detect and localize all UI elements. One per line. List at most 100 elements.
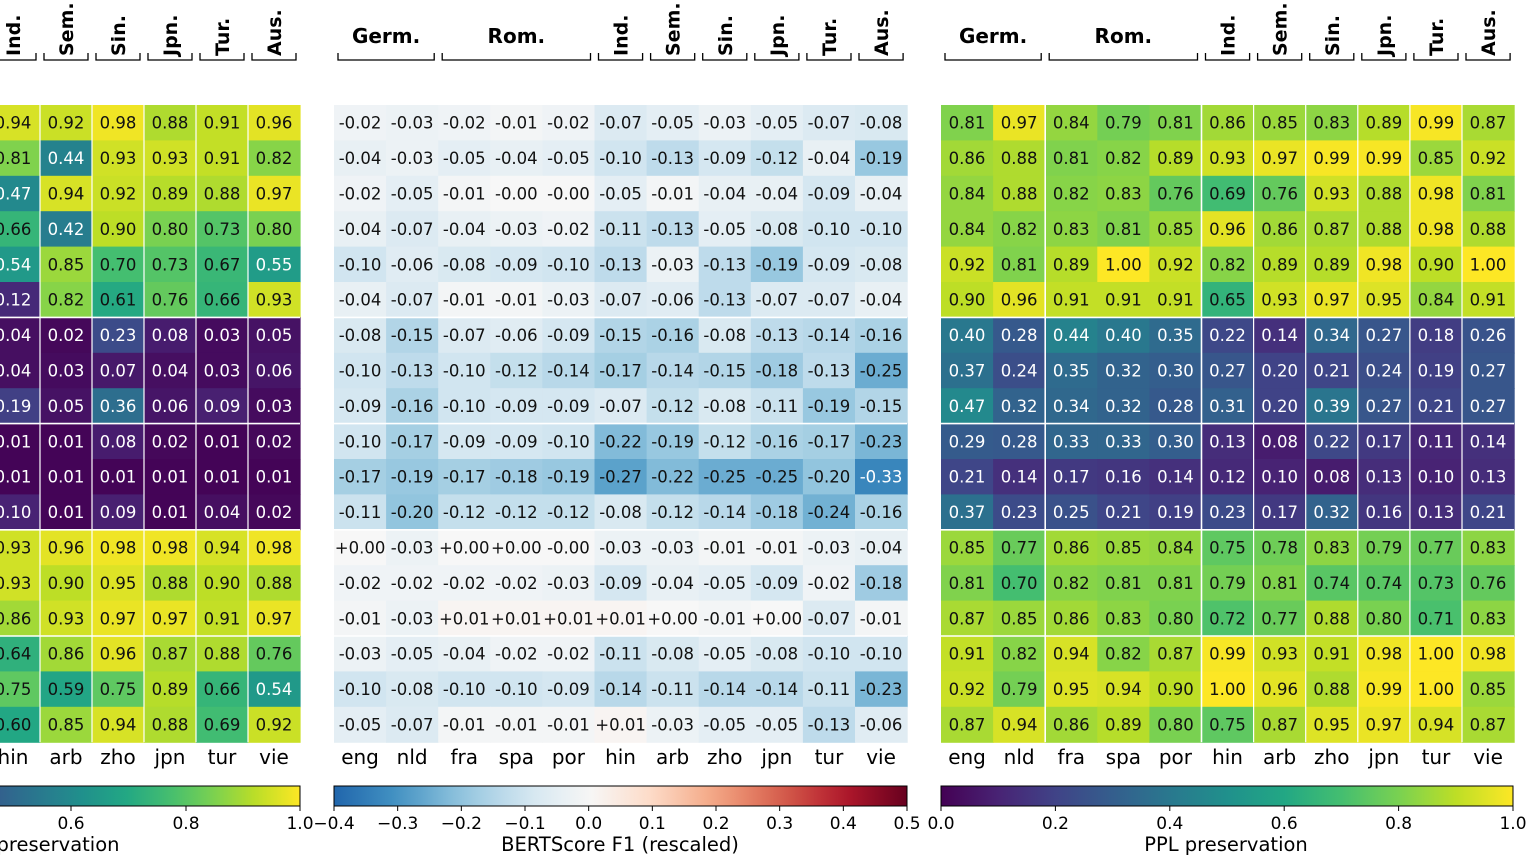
cell-value: 0.87: [1313, 220, 1350, 239]
group-label: Jpn.: [160, 15, 182, 58]
heatmap-cell: [196, 105, 249, 141]
cell-value: 0.29: [949, 432, 986, 451]
heatmap-cell: [1357, 282, 1411, 318]
cell-value: 0.21: [1313, 362, 1350, 381]
cell-value: 0.88: [204, 645, 241, 664]
cell-value: 0.02: [152, 432, 189, 451]
heatmap-cell: [490, 317, 543, 354]
cell-value: 0.94: [204, 539, 241, 558]
cell-value: 0.75: [0, 680, 31, 699]
cell-value: 0.89: [1105, 716, 1142, 735]
heatmap-cell: [144, 175, 197, 212]
cell-value: -0.03: [599, 539, 642, 558]
cell-value: 0.90: [100, 220, 137, 239]
heatmap-cell: [438, 565, 491, 602]
cell-value: 0.88: [256, 574, 293, 593]
heatmap-cell: [802, 423, 856, 460]
cell-value: 0.32: [1001, 397, 1038, 416]
cell-value: 0.98: [256, 539, 293, 558]
heatmap-cell: [802, 246, 856, 283]
cell-value: -0.10: [339, 432, 382, 451]
cell-value: -0.12: [651, 397, 694, 416]
heatmap-cell: [802, 706, 856, 743]
cell-value: 0.75: [100, 680, 137, 699]
heatmap-cell: [1045, 529, 1098, 566]
heatmap-cell: [750, 529, 804, 566]
cell-value: -0.10: [443, 680, 486, 699]
cell-value: 0.08: [152, 326, 189, 345]
x-tick-label: vie: [259, 745, 289, 769]
cell-value: 0.25: [1053, 503, 1090, 522]
cell-value: -0.12: [547, 503, 590, 522]
cell-value: -0.14: [703, 503, 746, 522]
heatmap-cell: [993, 636, 1046, 672]
heatmap-cell: [750, 600, 804, 637]
heatmap-cell: [386, 671, 439, 708]
cell-value: +0.01: [543, 609, 594, 628]
cell-value: 0.01: [152, 468, 189, 487]
cell-value: -0.08: [755, 220, 798, 239]
heatmap-cell: [750, 423, 804, 460]
cell-value: 0.96: [1261, 680, 1298, 699]
heatmap-cell: [1045, 140, 1098, 177]
heatmap-cell: [1149, 494, 1203, 531]
cell-value: -0.10: [339, 362, 382, 381]
group-bracket: [702, 53, 748, 61]
cell-value: -0.05: [755, 114, 798, 133]
heatmap-cell: [1462, 494, 1515, 531]
cell-value: 0.81: [949, 574, 986, 593]
heatmap-cell: [993, 352, 1046, 389]
heatmap-cell: [1201, 565, 1255, 602]
cell-value: 0.17: [1365, 432, 1402, 451]
heatmap-cell: [1305, 600, 1359, 637]
x-tick-label: por: [552, 745, 586, 769]
heatmap-cell: [941, 636, 994, 672]
heatmap-cell: [1462, 459, 1515, 495]
cell-value: 0.76: [1261, 185, 1298, 204]
cell-value: 0.90: [48, 574, 85, 593]
heatmap-cell: [1462, 105, 1515, 141]
heatmap-cell: [1149, 423, 1203, 460]
cell-value: 0.82: [1001, 220, 1038, 239]
cell-value: -0.18: [860, 574, 903, 593]
heatmap-cell: [1462, 671, 1515, 708]
heatmap-cell: [196, 282, 249, 318]
cell-value: 0.70: [1001, 574, 1038, 593]
heatmap-cell: [1462, 140, 1515, 177]
heatmap-cell: [490, 388, 543, 425]
cell-value: -0.01: [443, 716, 486, 735]
cell-value: +0.01: [595, 716, 646, 735]
x-tick-label: eng: [948, 745, 986, 769]
cell-value: 0.65: [1209, 291, 1246, 310]
cell-value: -0.09: [339, 397, 382, 416]
cell-value: 0.74: [1313, 574, 1350, 593]
heatmap-cell: [1201, 529, 1255, 566]
cell-value: 0.89: [1053, 255, 1090, 274]
heatmap-cell: [1253, 529, 1307, 566]
cell-value: 0.33: [1053, 432, 1090, 451]
heatmap-cell: [144, 494, 197, 531]
cell-value: 0.88: [1470, 220, 1507, 239]
cell-value: 0.81: [1470, 185, 1507, 204]
cell-value: -0.06: [860, 716, 903, 735]
heatmap-cell: [40, 423, 93, 460]
heatmap-cell: [334, 459, 387, 495]
cell-value: -0.04: [339, 220, 382, 239]
heatmap-cell: [1149, 636, 1203, 672]
heatmap-cell: [750, 388, 804, 425]
heatmap-cell: [1305, 706, 1359, 743]
colorbar-tick-label: 0.4: [830, 814, 857, 834]
cell-value: 0.98: [1418, 185, 1455, 204]
heatmap-cell: [40, 706, 93, 743]
heatmap-cell: [1253, 175, 1307, 212]
cell-value: 0.24: [1001, 362, 1038, 381]
heatmap-cell: [542, 105, 596, 141]
cell-value: -0.22: [599, 432, 642, 451]
heatmap-cell: [144, 246, 197, 283]
cell-value: 0.98: [1418, 220, 1455, 239]
cell-value: 0.85: [48, 716, 85, 735]
heatmap-cell: [855, 423, 908, 460]
heatmap-cell: [92, 459, 145, 495]
heatmap-cell: [1201, 352, 1255, 389]
heatmap-cell: [1305, 565, 1359, 602]
